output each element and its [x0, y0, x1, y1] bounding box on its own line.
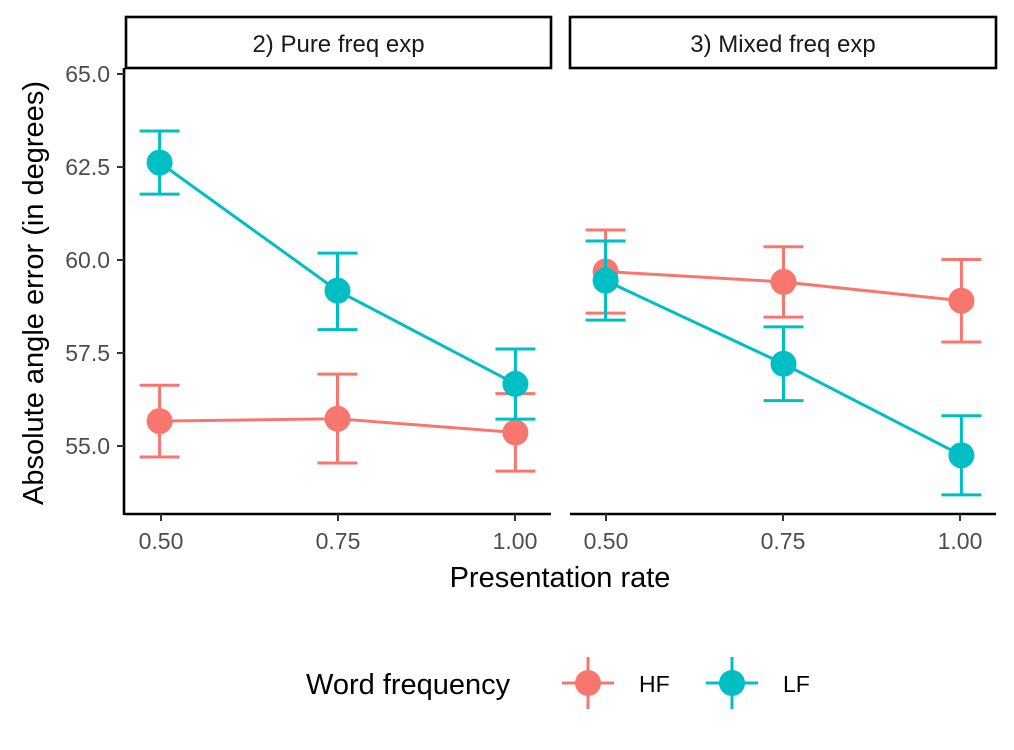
x-tick-label: 1.00: [493, 528, 538, 554]
y-tick-label: 57.5: [65, 340, 110, 366]
y-tick-label: 65.0: [65, 61, 110, 87]
data-point-hf: [770, 268, 797, 295]
legend-label-hf: HF: [639, 671, 670, 697]
panel-strip-left: 2) Pure freq exp: [124, 15, 553, 70]
legend-label-lf: LF: [783, 671, 810, 697]
strip-label-right: 3) Mixed freq exp: [690, 31, 875, 58]
y-tick-label: 60.0: [65, 247, 110, 273]
legend: Word frequency HF LF: [306, 657, 810, 709]
panel-strip-right: 3) Mixed freq exp: [568, 15, 998, 70]
x-tick-label: 0.50: [139, 528, 184, 554]
data-point-hf: [502, 419, 529, 446]
legend-key-hf: [562, 657, 614, 709]
y-axis-title: Absolute angle error (in degrees): [18, 81, 50, 505]
legend-key-lf: [706, 657, 758, 709]
data-layer: [139, 129, 982, 497]
strip-box-right: [568, 15, 998, 70]
legend-title: Word frequency: [306, 669, 511, 701]
x-tick-label: 1.00: [938, 528, 983, 554]
data-point-hf: [948, 287, 975, 314]
y-ticks: 55.0 57.5 60.0 62.5 65.0: [65, 61, 124, 459]
data-point-lf: [592, 267, 619, 294]
x-tick-label: 0.50: [584, 528, 629, 554]
y-tick-label: 55.0: [65, 433, 110, 459]
legend-key-point: [575, 670, 601, 696]
x-tick-label: 0.75: [761, 528, 806, 554]
data-point-lf: [146, 149, 173, 176]
x-ticks: 0.50 0.75 1.00 0.50 0.75 1.00: [139, 514, 983, 554]
y-tick-label: 62.5: [65, 154, 110, 180]
data-point-lf: [502, 370, 529, 397]
strip-label-left: 2) Pure freq exp: [252, 31, 424, 58]
data-point-hf: [146, 408, 173, 435]
data-point-lf: [770, 350, 797, 377]
data-point-lf: [324, 277, 351, 304]
strip-box-left: [124, 15, 553, 70]
data-point-lf: [948, 442, 975, 469]
data-point-hf: [324, 405, 351, 432]
x-tick-label: 0.75: [316, 528, 361, 554]
x-axis-title: Presentation rate: [450, 562, 671, 594]
legend-key-point: [719, 670, 745, 696]
